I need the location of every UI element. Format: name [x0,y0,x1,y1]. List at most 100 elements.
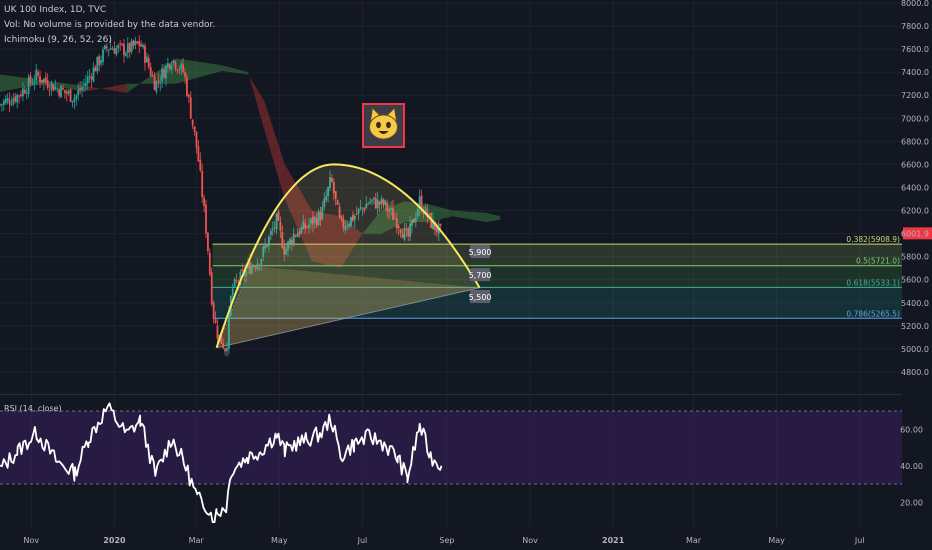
candle[interactable] [399,229,402,234]
wedge-base-line[interactable] [216,287,480,349]
candle[interactable] [0,104,1,106]
candle[interactable] [83,83,85,86]
candle[interactable] [119,43,122,45]
candle[interactable] [35,69,38,80]
candle[interactable] [304,223,307,229]
candle[interactable] [128,43,131,53]
candle[interactable] [123,43,125,56]
candle[interactable] [388,209,391,212]
candle[interactable] [92,67,95,82]
candle[interactable] [216,325,219,339]
candle[interactable] [111,49,114,51]
candle[interactable] [245,269,247,277]
candle[interactable] [344,226,347,230]
candle[interactable] [208,252,211,275]
candle[interactable] [42,78,45,83]
candle[interactable] [145,56,148,63]
candle[interactable] [237,282,240,284]
candle[interactable] [372,197,375,200]
candle[interactable] [395,218,398,229]
candle[interactable] [20,94,22,96]
candle[interactable] [380,198,383,204]
candle[interactable] [1,104,3,106]
candle[interactable] [403,228,406,240]
candle[interactable] [374,198,377,209]
candle[interactable] [401,234,404,238]
candle[interactable] [340,215,343,220]
candle[interactable] [96,56,99,72]
candle[interactable] [166,63,169,68]
candle[interactable] [300,227,303,234]
candle[interactable] [298,231,301,235]
candle[interactable] [132,40,135,46]
candle[interactable] [207,232,209,251]
candle[interactable] [184,72,186,77]
candle[interactable] [79,88,82,91]
candle[interactable] [313,217,316,223]
candle[interactable] [271,228,274,230]
candle[interactable] [336,200,339,205]
candle[interactable] [357,208,360,214]
candle[interactable] [269,231,272,235]
candle[interactable] [329,176,331,188]
candle[interactable] [319,212,322,221]
candle[interactable] [393,217,396,219]
candle[interactable] [67,91,70,94]
candle[interactable] [153,76,156,91]
candle[interactable] [172,60,175,63]
candle[interactable] [426,208,429,218]
candle[interactable] [88,76,91,78]
candle[interactable] [33,81,36,83]
candle[interactable] [86,76,89,84]
candle[interactable] [378,201,381,205]
candle[interactable] [81,87,83,90]
candle[interactable] [220,332,223,344]
candle[interactable] [161,68,164,81]
candle[interactable] [180,63,183,69]
candle[interactable] [252,265,255,267]
candle[interactable] [69,89,72,102]
candle[interactable] [250,265,253,274]
candle[interactable] [306,226,309,228]
candle[interactable] [151,75,154,77]
candle[interactable] [182,64,185,72]
candle[interactable] [317,211,320,225]
candle[interactable] [149,67,152,76]
candle[interactable] [281,231,284,248]
candle[interactable] [205,204,207,234]
candle[interactable] [2,101,5,105]
candle[interactable] [170,64,173,70]
candle[interactable] [144,45,146,63]
candle[interactable] [369,201,371,203]
candle[interactable] [197,146,200,162]
candle[interactable] [56,88,59,90]
candle[interactable] [65,91,68,95]
candle[interactable] [346,225,349,227]
candle[interactable] [63,89,66,93]
candle[interactable] [193,126,196,132]
candle[interactable] [365,204,368,209]
candle[interactable] [58,89,61,96]
candlestick-series[interactable] [0,35,442,357]
candle[interactable] [428,213,431,216]
candle[interactable] [435,228,438,232]
candle[interactable] [6,97,9,101]
candle[interactable] [327,187,329,197]
candle[interactable] [332,182,335,194]
candle[interactable] [21,88,24,97]
candle[interactable] [121,43,123,45]
candle[interactable] [224,348,226,352]
candle[interactable] [390,208,392,210]
fibonacci-retracement[interactable]: 0.382(5908.9) 0.5(5721.0) 0.618(5533.1) 0.7… [212,235,902,319]
candle[interactable] [140,44,143,47]
candle[interactable] [262,246,265,257]
candle[interactable] [199,159,202,171]
candle[interactable] [302,221,305,230]
candle[interactable] [212,302,215,318]
candle[interactable] [12,98,15,104]
rsi-pane[interactable] [0,402,902,524]
candle[interactable] [90,76,93,80]
candle[interactable] [348,224,350,227]
candle[interactable] [351,214,354,221]
